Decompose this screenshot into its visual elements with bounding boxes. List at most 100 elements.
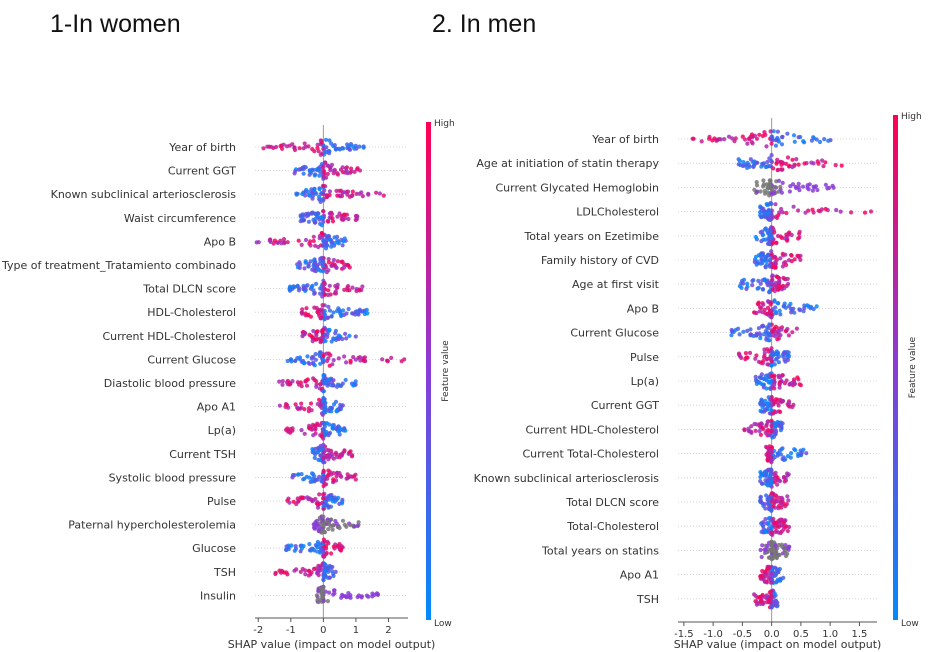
feature-label: Insulin	[200, 589, 236, 602]
shap-point	[774, 214, 779, 219]
shap-point	[302, 266, 307, 271]
shap-point	[760, 252, 765, 257]
feature-label: TSH	[213, 566, 236, 579]
shap-point	[769, 423, 774, 428]
shap-point	[319, 546, 324, 551]
shap-point	[778, 409, 783, 414]
shap-point	[768, 455, 773, 460]
shap-point	[773, 280, 778, 285]
shap-point	[329, 380, 334, 385]
shap-point	[758, 574, 763, 579]
shap-point	[327, 138, 332, 143]
shap-point	[307, 193, 313, 198]
shap-point	[303, 311, 308, 316]
shap-point	[347, 147, 352, 152]
shap-point	[763, 132, 768, 137]
shap-point	[769, 252, 774, 257]
shap-point	[322, 530, 328, 535]
shap-point	[823, 160, 828, 165]
shap-point	[823, 182, 829, 187]
shap-point	[341, 428, 346, 433]
shap-point	[785, 155, 791, 160]
shap-point	[785, 494, 790, 499]
feature-row: Age at first visit	[572, 273, 877, 295]
shap-point	[336, 424, 341, 429]
shap-point	[323, 569, 328, 574]
shap-point	[284, 547, 289, 552]
shap-point	[768, 480, 774, 485]
shap-point	[764, 493, 769, 498]
shap-point	[810, 188, 816, 193]
shap-point	[761, 324, 766, 329]
shap-point	[764, 357, 769, 362]
shap-point	[774, 138, 779, 143]
shap-point	[769, 249, 774, 254]
shap-point	[331, 477, 336, 482]
shap-point	[296, 472, 301, 477]
shap-point	[337, 147, 343, 152]
shap-point	[321, 492, 326, 497]
shap-point	[322, 309, 327, 314]
shap-point	[772, 184, 778, 190]
shap-point	[353, 357, 358, 362]
shap-point	[319, 223, 325, 228]
shap-point	[756, 301, 761, 306]
shap-point	[774, 161, 779, 166]
feature-row: Pulse	[630, 346, 877, 368]
feature-row: Apo A1	[620, 564, 877, 586]
shap-point	[751, 163, 756, 169]
shap-point	[765, 299, 771, 304]
shap-point	[775, 301, 781, 306]
shap-point	[268, 239, 273, 244]
shap-point	[769, 530, 774, 535]
shap-point	[355, 166, 360, 171]
shap-point	[315, 549, 320, 554]
shap-point	[699, 139, 704, 144]
shap-point	[792, 310, 797, 315]
shap-point	[360, 284, 365, 289]
shap-point	[737, 332, 742, 337]
shap-point	[783, 359, 788, 364]
shap-point	[329, 244, 334, 249]
shap-point	[757, 422, 762, 427]
shap-point	[362, 355, 367, 360]
shap-point	[345, 285, 350, 290]
shap-point	[354, 214, 359, 219]
shap-point	[769, 595, 774, 600]
shap-point	[348, 595, 353, 600]
shap-point	[796, 181, 801, 186]
shap-point	[785, 326, 790, 332]
shap-point	[380, 357, 385, 362]
feature-row: Total years on Ezetimibe	[523, 225, 877, 247]
shap-point	[769, 213, 774, 218]
shap-point	[777, 423, 782, 429]
shap-point	[767, 164, 772, 169]
shap-point	[315, 450, 320, 455]
shap-point	[769, 153, 774, 158]
shap-point	[300, 495, 305, 500]
shap-point	[336, 336, 341, 342]
shap-point	[321, 183, 326, 189]
feature-row: Type of treatment_Tratamiento combinado	[1, 255, 408, 275]
shap-point	[321, 209, 326, 214]
shap-point	[357, 144, 362, 149]
shap-point	[778, 375, 783, 380]
shap-point	[329, 263, 334, 268]
shap-point	[740, 163, 745, 168]
shap-point	[773, 572, 778, 577]
shap-point	[759, 472, 764, 477]
x-axis-label: SHAP value (impact on model output)	[228, 638, 436, 651]
shap-point	[317, 187, 322, 192]
shap-point	[295, 496, 300, 501]
shap-point	[325, 383, 330, 388]
shap-point	[321, 455, 326, 461]
shap-point	[336, 495, 341, 500]
feature-label: Year of birth	[591, 133, 659, 146]
shap-point	[277, 379, 282, 384]
shap-point	[342, 236, 347, 241]
shap-point	[797, 231, 802, 236]
shap-point	[826, 138, 831, 143]
shap-point	[374, 190, 379, 195]
shap-point	[309, 334, 314, 339]
shap-point	[775, 482, 780, 487]
